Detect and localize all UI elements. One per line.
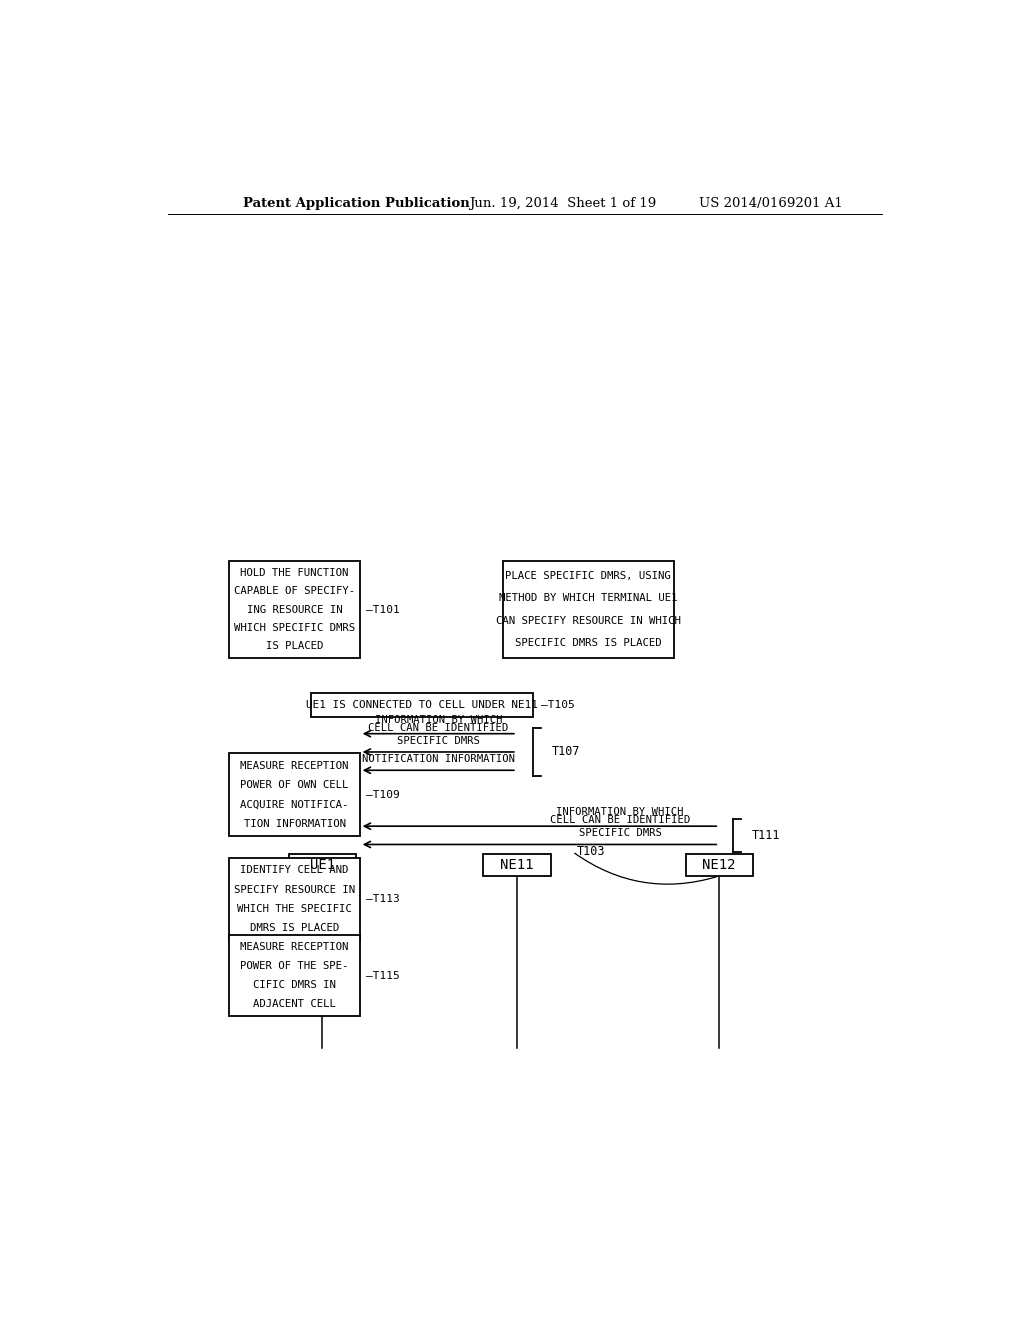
Text: SPECIFY RESOURCE IN: SPECIFY RESOURCE IN (234, 884, 355, 895)
Text: –T101: –T101 (367, 605, 399, 615)
Text: –T115: –T115 (367, 970, 399, 981)
Text: Jun. 19, 2014  Sheet 1 of 19: Jun. 19, 2014 Sheet 1 of 19 (469, 197, 656, 210)
Text: METHOD BY WHICH TERMINAL UE1: METHOD BY WHICH TERMINAL UE1 (499, 594, 678, 603)
Text: NE11: NE11 (500, 858, 534, 871)
Bar (483, 854, 551, 876)
Text: T111: T111 (752, 829, 780, 842)
Bar (229, 752, 360, 837)
Text: UE1 IS CONNECTED TO CELL UNDER NE11: UE1 IS CONNECTED TO CELL UNDER NE11 (306, 700, 538, 710)
Text: –T105: –T105 (541, 700, 574, 710)
Text: MEASURE RECEPTION: MEASURE RECEPTION (241, 942, 349, 952)
Text: CELL CAN BE IDENTIFIED: CELL CAN BE IDENTIFIED (369, 722, 509, 733)
Text: SPECIFIC DMRS IS PLACED: SPECIFIC DMRS IS PLACED (515, 639, 662, 648)
Text: POWER OF THE SPE-: POWER OF THE SPE- (241, 961, 349, 972)
Text: WHICH SPECIFIC DMRS: WHICH SPECIFIC DMRS (234, 623, 355, 632)
Text: NE12: NE12 (702, 858, 736, 871)
Text: INFORMATION BY WHICH: INFORMATION BY WHICH (556, 807, 684, 817)
Text: –T109: –T109 (367, 789, 399, 800)
Text: PLACE SPECIFIC DMRS, USING: PLACE SPECIFIC DMRS, USING (506, 572, 671, 581)
Text: CAN SPECIFY RESOURCE IN WHICH: CAN SPECIFY RESOURCE IN WHICH (496, 616, 681, 626)
Bar (685, 854, 753, 876)
Text: CAPABLE OF SPECIFY-: CAPABLE OF SPECIFY- (234, 586, 355, 597)
Text: HOLD THE FUNCTION: HOLD THE FUNCTION (241, 568, 349, 578)
Text: NOTIFICATION INFORMATION: NOTIFICATION INFORMATION (362, 754, 515, 764)
Text: SPECIFIC DMRS: SPECIFIC DMRS (397, 735, 480, 746)
Text: US 2014/0169201 A1: US 2014/0169201 A1 (699, 197, 843, 210)
Text: WHICH THE SPECIFIC: WHICH THE SPECIFIC (238, 904, 352, 913)
Bar (289, 854, 356, 876)
Bar (229, 935, 360, 1016)
Text: Patent Application Publication: Patent Application Publication (243, 197, 470, 210)
Text: T103: T103 (577, 845, 605, 858)
Text: FIG. 1: FIG. 1 (251, 820, 312, 838)
Text: DMRS IS PLACED: DMRS IS PLACED (250, 924, 339, 933)
Text: TION INFORMATION: TION INFORMATION (244, 818, 346, 829)
Bar (229, 858, 360, 941)
Text: –T113: –T113 (367, 895, 399, 904)
Bar (503, 561, 674, 657)
Text: ADJACENT CELL: ADJACENT CELL (253, 999, 336, 1008)
Text: INFORMATION BY WHICH: INFORMATION BY WHICH (375, 714, 502, 725)
Bar (229, 561, 360, 657)
Text: CELL CAN BE IDENTIFIED: CELL CAN BE IDENTIFIED (550, 816, 690, 825)
Text: IS PLACED: IS PLACED (266, 642, 324, 651)
Text: CIFIC DMRS IN: CIFIC DMRS IN (253, 979, 336, 990)
Text: T107: T107 (552, 746, 581, 759)
Text: POWER OF OWN CELL: POWER OF OWN CELL (241, 780, 349, 789)
Text: SPECIFIC DMRS: SPECIFIC DMRS (579, 829, 662, 838)
Text: IDENTIFY CELL AND: IDENTIFY CELL AND (241, 866, 349, 875)
Text: ING RESOURCE IN: ING RESOURCE IN (247, 605, 342, 615)
Bar (310, 693, 532, 718)
Text: UE1: UE1 (310, 858, 335, 871)
Text: ACQUIRE NOTIFICA-: ACQUIRE NOTIFICA- (241, 800, 349, 809)
Text: MEASURE RECEPTION: MEASURE RECEPTION (241, 760, 349, 771)
